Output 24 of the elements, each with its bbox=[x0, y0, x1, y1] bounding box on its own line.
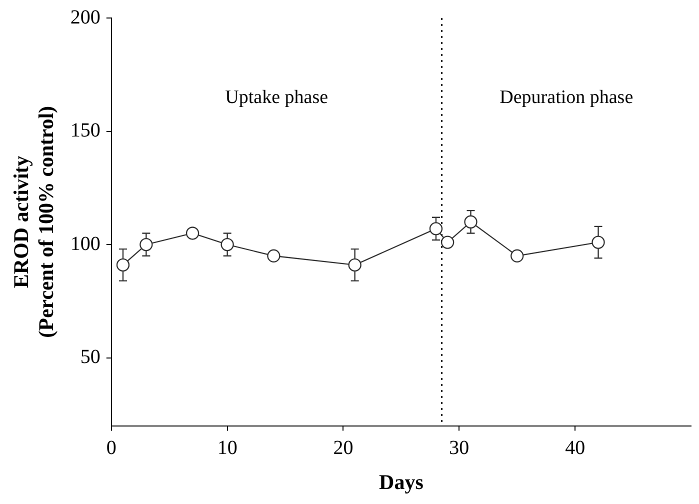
x-tick-label: 40 bbox=[565, 437, 586, 460]
point bbox=[186, 226, 200, 240]
point bbox=[510, 249, 524, 262]
x-tick-label: 0 bbox=[106, 437, 116, 460]
y-tick-label: 50 bbox=[80, 346, 100, 368]
y-tick-label: 200 bbox=[70, 6, 100, 28]
x-tick-label: 30 bbox=[449, 437, 470, 460]
point bbox=[348, 258, 362, 272]
annotation: Uptake phase bbox=[225, 86, 328, 108]
x-axis-title: Days bbox=[379, 470, 424, 494]
point bbox=[464, 215, 478, 228]
y-axis-title: EROD activity (Percent of 100% control) bbox=[9, 106, 58, 338]
point bbox=[429, 222, 443, 236]
x-tick-label: 10 bbox=[217, 437, 238, 460]
point bbox=[116, 258, 130, 272]
point bbox=[440, 236, 454, 249]
point bbox=[592, 236, 605, 249]
y-tick-label: 150 bbox=[70, 120, 100, 142]
point bbox=[140, 238, 153, 252]
annotation: Depuration phase bbox=[500, 86, 634, 108]
point bbox=[220, 238, 234, 252]
y-tick-label: 100 bbox=[70, 232, 100, 255]
point bbox=[267, 249, 280, 262]
x-tick-label: 20 bbox=[333, 437, 354, 460]
